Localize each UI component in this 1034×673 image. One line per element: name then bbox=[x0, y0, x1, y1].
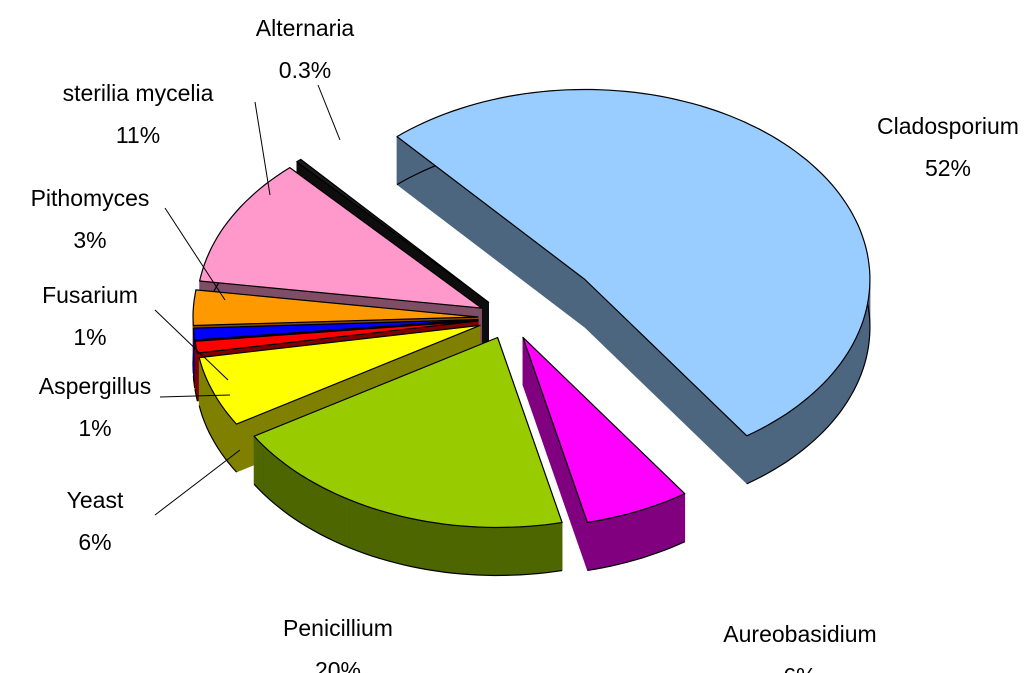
slice-label: Penicillium bbox=[283, 615, 393, 641]
slice bbox=[396, 88, 871, 485]
slice-side-edge bbox=[198, 405, 237, 473]
leader-line bbox=[154, 309, 229, 381]
slice-label: Pithomyces bbox=[31, 185, 150, 211]
leader-line bbox=[164, 207, 226, 301]
slice-value-label: 0.3% bbox=[279, 57, 331, 83]
slice-value-label: 6% bbox=[783, 663, 816, 673]
slice bbox=[296, 158, 490, 303]
slice-label: sterilia mycelia bbox=[63, 80, 214, 106]
slice-side-edge bbox=[192, 376, 196, 389]
slice bbox=[522, 336, 686, 571]
leader-line bbox=[254, 101, 271, 196]
slice-value-label: 52% bbox=[925, 155, 971, 181]
leader-line bbox=[159, 394, 231, 398]
slice-value-label: 20% bbox=[315, 657, 361, 673]
slice-label: Alternaria bbox=[256, 15, 355, 41]
slice bbox=[192, 319, 479, 341]
leader-line bbox=[154, 449, 241, 516]
leader-line bbox=[317, 84, 341, 141]
slice-side-edge bbox=[253, 483, 563, 577]
slice bbox=[194, 320, 479, 354]
slice-value-label: 11% bbox=[116, 122, 160, 148]
slice-label: Yeast bbox=[67, 487, 124, 513]
slice-side-edge bbox=[194, 389, 198, 402]
slice bbox=[192, 289, 479, 327]
slice-label: Cladosporium bbox=[877, 113, 1019, 139]
slice bbox=[253, 336, 563, 577]
slice-value-label: 1% bbox=[78, 415, 111, 441]
slice-value-label: 6% bbox=[78, 529, 111, 555]
slice bbox=[253, 336, 563, 529]
slice bbox=[199, 167, 483, 309]
slice bbox=[396, 88, 871, 437]
slice-side-edge bbox=[587, 541, 686, 571]
slice-value-label: 1% bbox=[73, 324, 106, 350]
slice-value-label: 3% bbox=[73, 227, 106, 253]
slice-label: Fusarium bbox=[42, 282, 138, 308]
slice-label: Aspergillus bbox=[39, 373, 152, 399]
slice bbox=[522, 336, 686, 523]
slice bbox=[198, 324, 481, 425]
slice-label: Aureobasidium bbox=[723, 621, 876, 647]
